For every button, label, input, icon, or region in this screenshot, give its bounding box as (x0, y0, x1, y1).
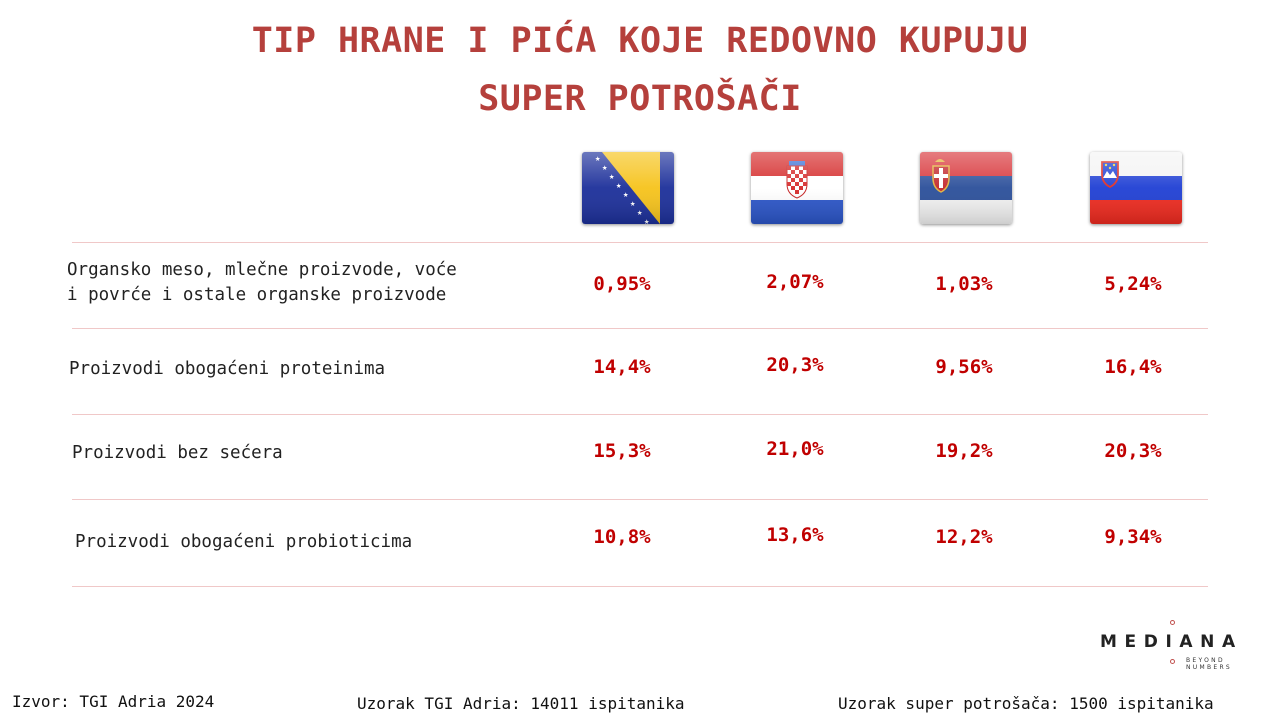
table-cell-value: 5,24% (1104, 273, 1162, 295)
table-cell-value: 19,2% (935, 440, 993, 462)
logo-tagline-line: NUMBERS (1186, 664, 1233, 671)
bosnia-and-herzegovina-flag-icon: ★ ★ ★ ★ ★ ★ ★ ★ (582, 152, 674, 224)
logo-tagline: BEYOND NUMBERS (1186, 657, 1232, 671)
logo-wordmark: MEDIANA (1100, 632, 1243, 652)
row-label-line: i povrće i ostale organske proizvode (67, 285, 447, 305)
title-line-2: SUPER POTROŠAČI (478, 79, 802, 119)
table-cell-value: 20,3% (1104, 440, 1162, 462)
table-rule (72, 328, 1208, 329)
row-label-sugar-free: Proizvodi bez sećera (72, 443, 283, 463)
row-label-protein: Proizvodi obogaćeni proteinima (69, 359, 386, 379)
table-cell-value: 15,3% (593, 440, 651, 462)
table-cell-value: 2,07% (766, 271, 824, 293)
table-cell-value: 21,0% (766, 438, 824, 460)
table-cell-value: 1,03% (935, 273, 993, 295)
footer-source: Izvor: TGI Adria 2024 (12, 692, 215, 711)
footer-sample-tgi: Uzorak TGI Adria: 14011 ispitanika (357, 694, 685, 713)
table-cell-value: 13,6% (766, 524, 824, 546)
serbia-flag-icon (920, 152, 1012, 224)
table-cell-value: 0,95% (593, 273, 651, 295)
row-label-organic: Organsko meso, mlečne proizvode, voće i … (67, 258, 457, 308)
table-cell-value: 10,8% (593, 526, 651, 548)
table-rule (72, 242, 1208, 243)
croatia-flag-icon (751, 152, 843, 224)
logo-tagline-line: BEYOND (1186, 657, 1225, 664)
footer-sample-super: Uzorak super potrošača: 1500 ispitanika (838, 694, 1214, 713)
table-cell-value: 20,3% (766, 354, 824, 376)
table-cell-value: 16,4% (1104, 356, 1162, 378)
logo-dot-icon (1170, 659, 1175, 664)
mediana-logo: MEDIANA BEYOND NUMBERS (1100, 620, 1250, 676)
table-cell-value: 12,2% (935, 526, 993, 548)
table-cell-value: 9,56% (935, 356, 993, 378)
logo-dot-icon (1170, 620, 1175, 625)
slovenia-flag-icon (1090, 152, 1182, 224)
row-label-probiotic: Proizvodi obogaćeni probioticima (75, 532, 413, 552)
table-rule (72, 414, 1208, 415)
title-line-1: TIP HRANE I PIĆA KOJE REDOVNO KUPUJU (251, 21, 1029, 61)
row-label-line: Organsko meso, mlečne proizvode, voće (67, 260, 457, 280)
table-cell-value: 9,34% (1104, 526, 1162, 548)
table-cell-value: 14,4% (593, 356, 651, 378)
table-rule (72, 586, 1208, 587)
table-rule (72, 499, 1208, 500)
page-title: TIP HRANE I PIĆA KOJE REDOVNO KUPUJU SUP… (0, 12, 1280, 128)
